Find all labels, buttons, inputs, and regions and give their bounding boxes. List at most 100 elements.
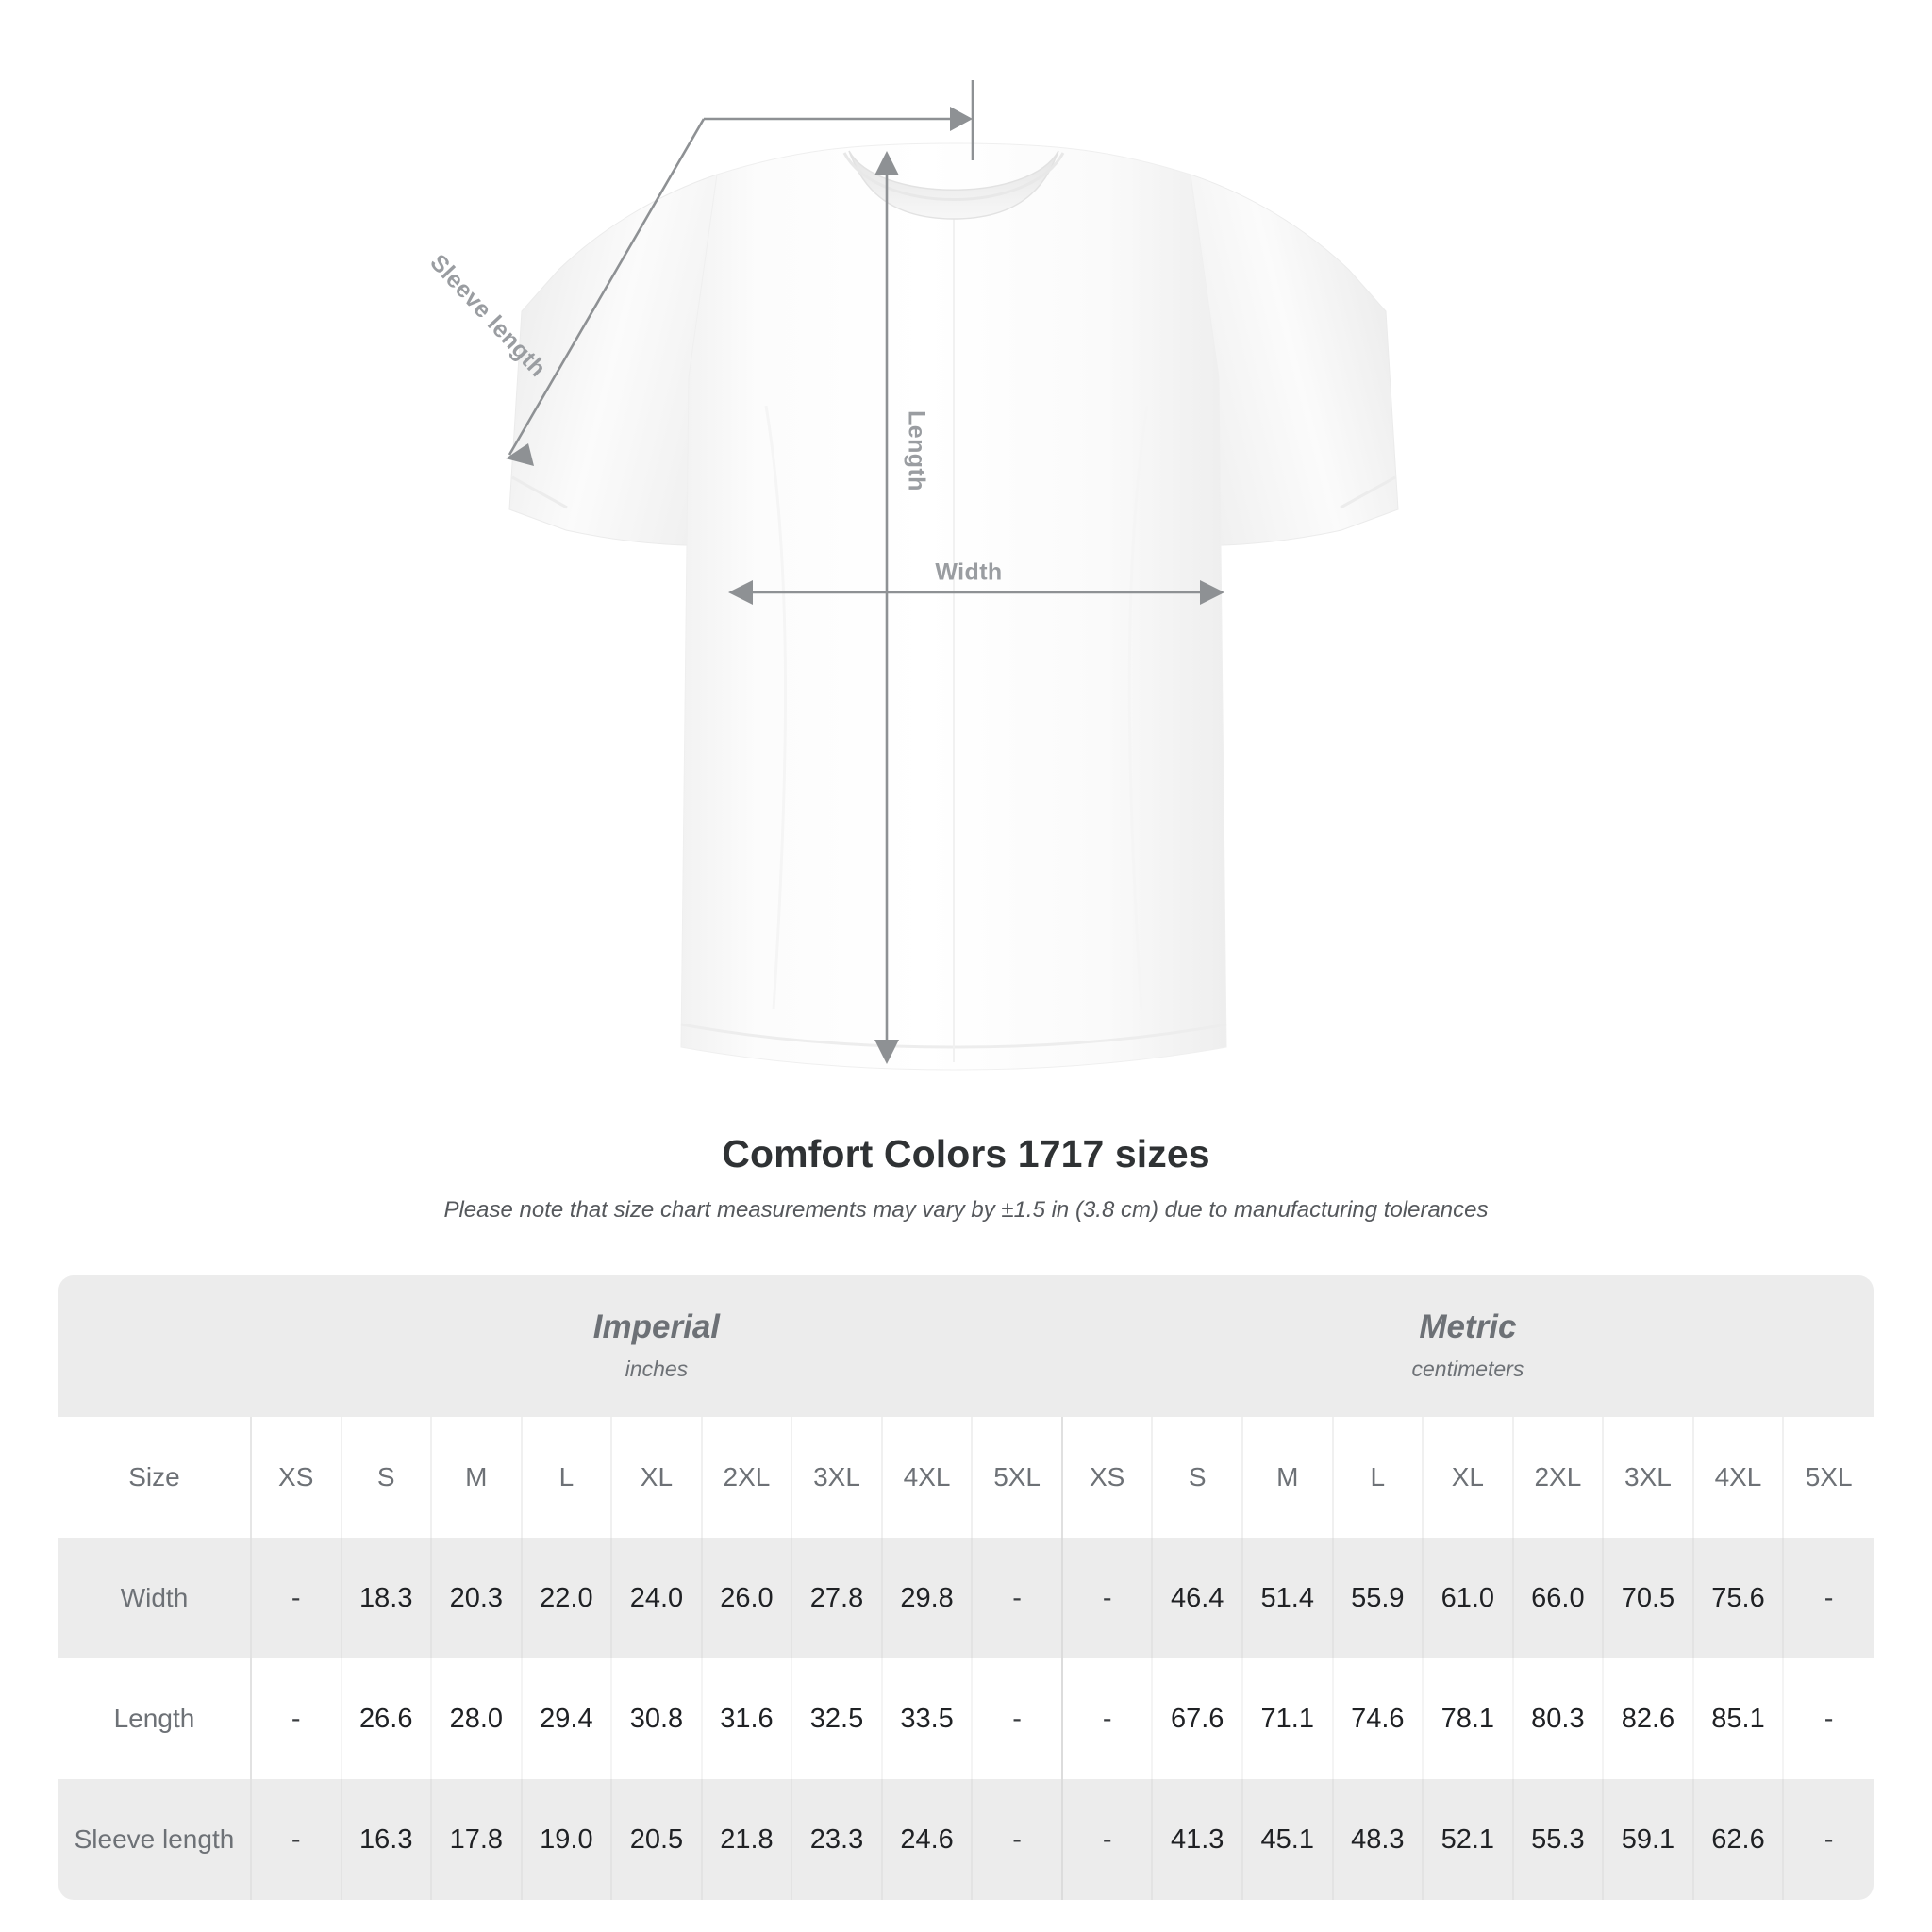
column-header-imperial-xs: XS [250,1417,342,1538]
empty-value: - [291,1703,301,1734]
unit-group-imperial: Imperial inches [250,1275,1062,1417]
cell-width-metric-5xl: - [1783,1538,1874,1658]
cell-length-metric-2xl: 80.3 [1512,1658,1605,1779]
column-header-metric-3xl: 3XL [1603,1417,1694,1538]
sleeve-leader-diagonal [508,118,706,456]
column-header-metric-xl: XL [1423,1417,1514,1538]
column-header-imperial-5xl: 5XL [972,1417,1063,1538]
cell-length-imperial-3xl: 32.5 [791,1658,883,1779]
cell-sleeve-length-imperial-m: 17.8 [431,1779,523,1900]
cell-width-imperial-2xl: 26.0 [701,1538,793,1658]
cell-width-metric-xl: 61.0 [1423,1538,1514,1658]
cell-width-metric-2xl: 66.0 [1512,1538,1605,1658]
cell-sleeve-length-metric-l: 48.3 [1332,1779,1424,1900]
measurement-guides [508,80,1219,1058]
fold-left [764,405,788,1010]
arrow-sleeve-right [950,107,973,131]
cell-width-metric-l: 55.9 [1332,1538,1424,1658]
empty-value: - [1012,1582,1022,1613]
column-header-imperial-xl: XL [611,1417,703,1538]
cell-sleeve-length-imperial-s: 16.3 [341,1779,433,1900]
cell-sleeve-length-metric-2xl: 55.3 [1512,1779,1605,1900]
column-header-metric-5xl: 5XL [1783,1417,1874,1538]
cell-width-imperial-l: 22.0 [521,1538,613,1658]
arrow-sleeve-left [506,443,534,466]
column-header-metric-m: M [1241,1417,1334,1538]
left-sleeve-hem [511,475,568,509]
cell-length-metric-5xl: - [1783,1658,1874,1779]
unit-name-metric: Metric [1419,1308,1517,1346]
cell-width-imperial-4xl: 29.8 [881,1538,974,1658]
unit-sub-metric: centimeters [1411,1356,1524,1381]
unit-header-row: Imperial inches Metric centimeters [58,1275,1874,1417]
fold-right [1127,405,1149,1010]
shirt-illustration: Sleeve length Length Width [425,80,1399,1071]
cell-length-imperial-s: 26.6 [341,1658,433,1779]
cell-sleeve-length-metric-s: 41.3 [1152,1779,1243,1900]
column-header-metric-l: L [1332,1417,1424,1538]
table-row-width: Width - 18.3 20.3 22.0 24.0 26.0 27.8 29.8 - - 46.4… [58,1538,1874,1658]
cell-length-metric-s: 67.6 [1152,1658,1243,1779]
cell-width-metric-3xl: 70.5 [1603,1538,1694,1658]
cell-sleeve-length-metric-xs: - [1061,1779,1154,1900]
empty-value: - [1102,1703,1112,1734]
cell-length-metric-3xl: 82.6 [1603,1658,1694,1779]
cell-width-imperial-5xl: - [972,1538,1063,1658]
row-header-length: Length [58,1658,252,1779]
cell-sleeve-length-metric-3xl: 59.1 [1603,1779,1694,1900]
cell-sleeve-length-metric-m: 45.1 [1241,1779,1334,1900]
cell-length-metric-l: 74.6 [1332,1658,1424,1779]
empty-value: - [1012,1703,1022,1734]
cell-sleeve-length-metric-4xl: 62.6 [1692,1779,1785,1900]
empty-value: - [291,1582,301,1613]
chart-heading-block: Comfort Colors 1717 sizes Please note th… [0,1132,1932,1224]
cell-width-metric-4xl: 75.6 [1692,1538,1785,1658]
row-header-width: Width [58,1538,252,1658]
cell-sleeve-length-imperial-3xl: 23.3 [791,1779,883,1900]
shirt-graphic [508,142,1399,1071]
collar [848,150,1059,220]
cell-sleeve-length-imperial-5xl: - [972,1779,1063,1900]
table-row-length: Length - 26.6 28.0 29.4 30.8 31.6 32.5 33.5 - - 67.… [58,1658,1874,1779]
tolerance-note: Please note that size chart measurements… [443,1197,1489,1223]
cell-length-metric-4xl: 85.1 [1692,1658,1785,1779]
column-header-imperial-3xl: 3XL [791,1417,883,1538]
column-header-metric-4xl: 4XL [1692,1417,1785,1538]
cell-width-imperial-m: 20.3 [431,1538,523,1658]
column-header-metric-s: S [1152,1417,1243,1538]
cell-length-imperial-xl: 30.8 [611,1658,703,1779]
unit-group-metric: Metric centimeters [1061,1275,1874,1417]
cell-sleeve-length-imperial-l: 19.0 [521,1779,613,1900]
size-chart-table: Imperial inches Metric centimeters Size X… [58,1275,1874,1900]
empty-value: - [1824,1824,1834,1855]
empty-value: - [1102,1582,1112,1613]
cell-sleeve-length-imperial-xl: 20.5 [611,1779,703,1900]
shirt-diagram-svg [506,80,1399,1071]
cell-width-metric-m: 51.4 [1241,1538,1334,1658]
cell-length-imperial-2xl: 31.6 [701,1658,793,1779]
table-row-sleeve-length: Sleeve length - 16.3 17.8 19.0 20.5 21.8 23.3 24… [58,1779,1874,1900]
size-chart-table-wrap: Imperial inches Metric centimeters Size X… [58,1275,1874,1900]
right-sleeve-hem [1340,475,1396,509]
column-header-imperial-m: M [431,1417,523,1538]
unit-name-imperial: Imperial [592,1308,721,1346]
empty-value: - [1824,1703,1834,1734]
arrow-length-bottom [874,1040,899,1064]
cell-length-metric-xl: 78.1 [1423,1658,1514,1779]
column-header-size: Size [58,1417,252,1538]
arrow-length-top [874,151,899,175]
cell-sleeve-length-metric-xl: 52.1 [1423,1779,1514,1900]
cell-sleeve-length-imperial-2xl: 21.8 [701,1779,793,1900]
page-title: Comfort Colors 1717 sizes [722,1132,1210,1175]
cell-length-imperial-xs: - [250,1658,342,1779]
cell-sleeve-length-imperial-4xl: 24.6 [881,1779,974,1900]
empty-value: - [291,1824,301,1855]
cell-width-metric-s: 46.4 [1152,1538,1243,1658]
unit-sub-imperial: inches [625,1356,689,1381]
arrow-heads [506,107,1224,1064]
cell-width-imperial-xs: - [250,1538,342,1658]
empty-value: - [1102,1824,1112,1855]
cell-length-imperial-4xl: 33.5 [881,1658,974,1779]
empty-value: - [1824,1582,1834,1613]
cell-length-imperial-5xl: - [972,1658,1063,1779]
